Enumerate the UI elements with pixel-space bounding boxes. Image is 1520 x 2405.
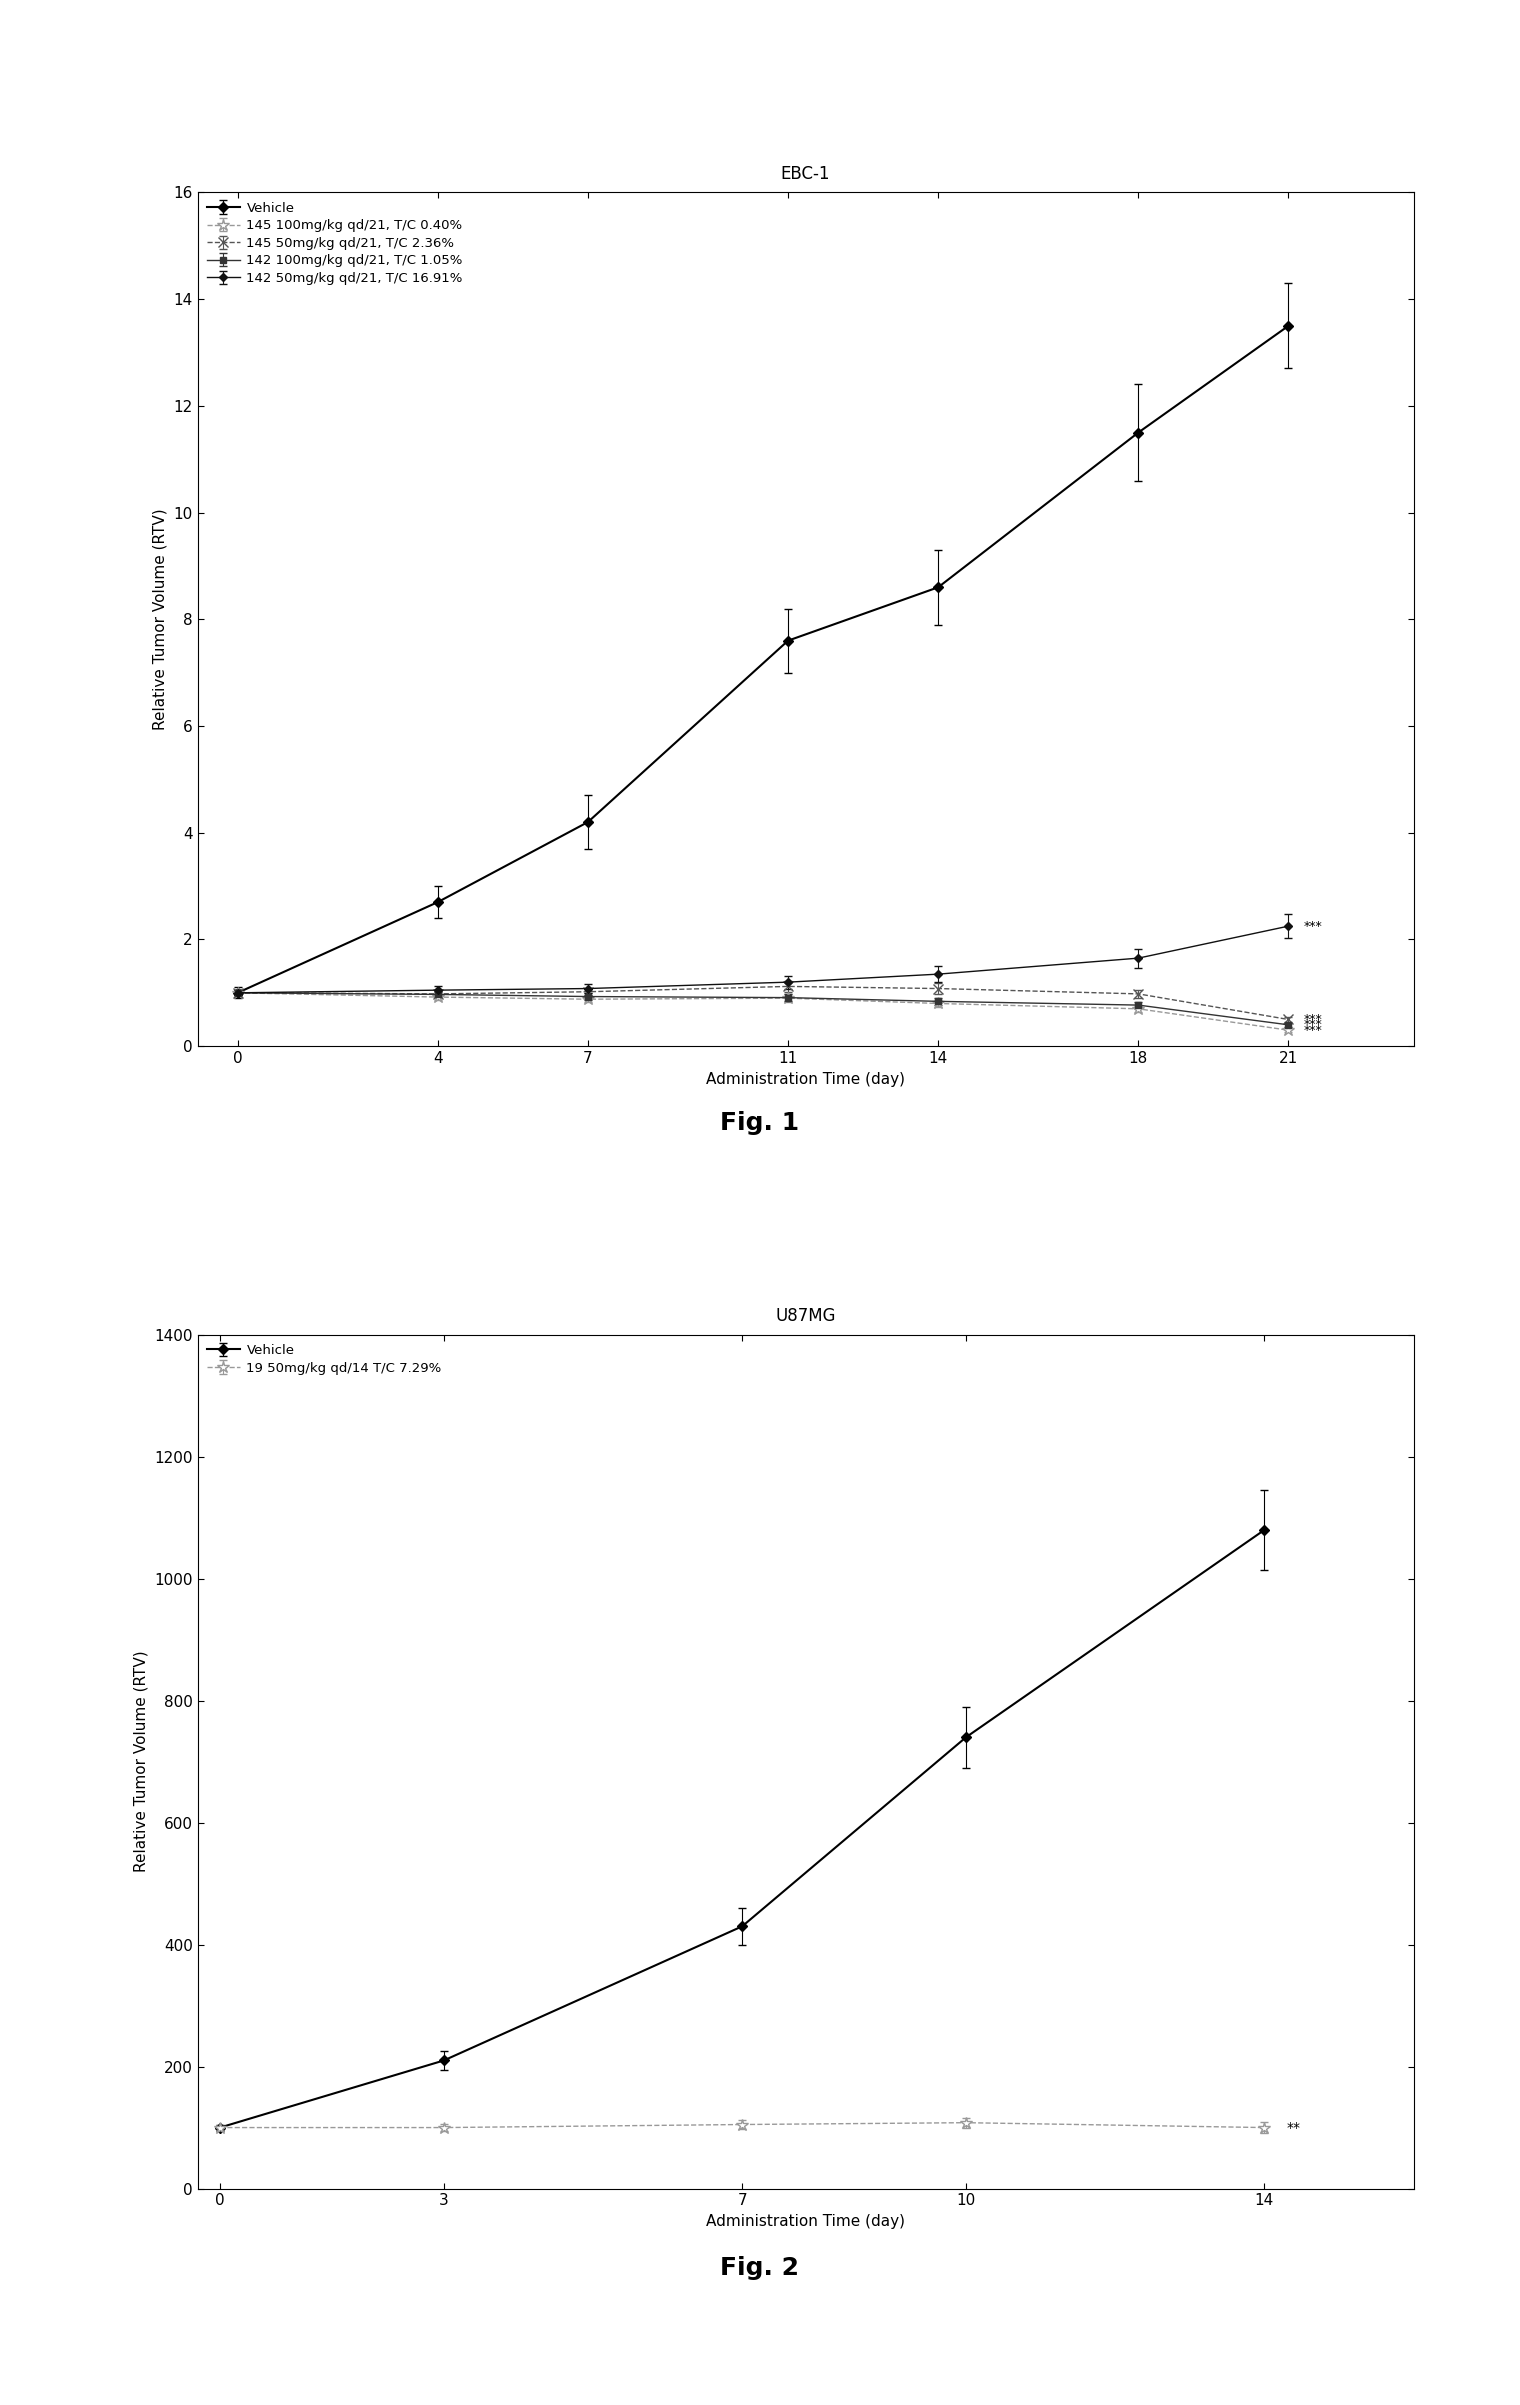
Title: U87MG: U87MG <box>775 1306 836 1325</box>
X-axis label: Administration Time (day): Administration Time (day) <box>707 2215 904 2229</box>
Text: Fig. 1: Fig. 1 <box>720 1111 800 1135</box>
X-axis label: Administration Time (day): Administration Time (day) <box>707 1073 904 1087</box>
Text: ***: *** <box>1304 1017 1322 1032</box>
Legend: Vehicle, 145 100mg/kg qd/21, T/C 0.40%, 145 50mg/kg qd/21, T/C 2.36%, 142 100mg/: Vehicle, 145 100mg/kg qd/21, T/C 0.40%, … <box>202 197 468 291</box>
Text: ***: *** <box>1304 1013 1322 1027</box>
Text: ***: *** <box>1304 919 1322 933</box>
Y-axis label: Relative Tumor Volume (RTV): Relative Tumor Volume (RTV) <box>154 507 167 731</box>
Legend: Vehicle, 19 50mg/kg qd/14 T/C 7.29%: Vehicle, 19 50mg/kg qd/14 T/C 7.29% <box>202 1340 447 1380</box>
Text: **: ** <box>1287 2121 1301 2136</box>
Title: EBC-1: EBC-1 <box>781 164 830 183</box>
Text: ***: *** <box>1304 1025 1322 1037</box>
Y-axis label: Relative Tumor Volume (RTV): Relative Tumor Volume (RTV) <box>134 1650 149 1873</box>
Text: Fig. 2: Fig. 2 <box>720 2256 800 2280</box>
